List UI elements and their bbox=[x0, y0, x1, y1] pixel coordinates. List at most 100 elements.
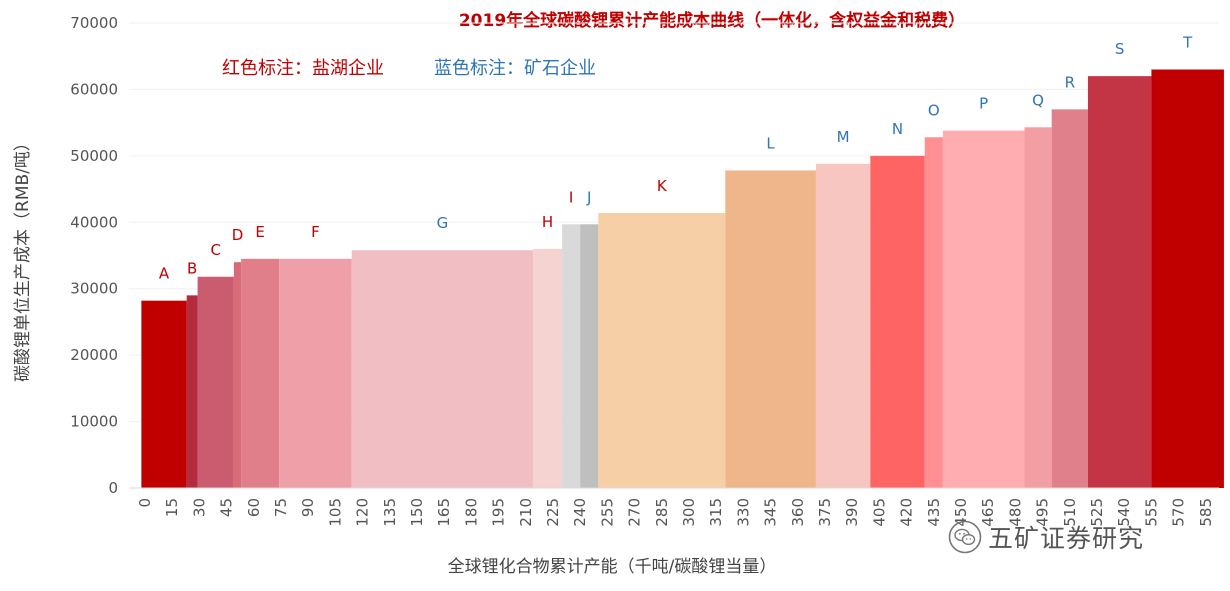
x-tick-label: 435 bbox=[925, 498, 943, 527]
x-tick-label: 360 bbox=[789, 498, 807, 527]
y-tick-label: 10000 bbox=[70, 413, 118, 431]
y-tick-label: 30000 bbox=[70, 280, 118, 298]
x-axis-ticks: 0 15 30 45 60 75 90 105 120 135 150 165 180 195 210 225… bbox=[136, 498, 1215, 527]
bar-A bbox=[141, 300, 187, 488]
bar-J bbox=[580, 224, 599, 488]
x-tick-label: 375 bbox=[816, 498, 834, 527]
bar-I bbox=[562, 224, 581, 488]
bar-O bbox=[924, 137, 943, 488]
bar-label-P: P bbox=[979, 95, 988, 113]
bar-G bbox=[351, 250, 534, 488]
x-tick-label: 15 bbox=[163, 498, 181, 517]
bar-label-T: T bbox=[1182, 34, 1193, 52]
x-tick-label: 240 bbox=[571, 498, 589, 527]
x-tick-label: 480 bbox=[1006, 498, 1024, 527]
bar-label-Q: Q bbox=[1032, 91, 1044, 109]
legend-ore: 蓝色标注：矿石企业 bbox=[434, 58, 596, 79]
watermark: 五矿证券研究 bbox=[948, 520, 1144, 554]
x-tick-label: 420 bbox=[898, 498, 916, 527]
bar-L bbox=[725, 170, 816, 488]
bar-labels: A BCD E F G HI J K L M N O P Q R S T bbox=[159, 34, 1193, 283]
bar-B bbox=[186, 295, 198, 488]
x-tick-label: 540 bbox=[1115, 498, 1133, 527]
bar-label-C: C bbox=[210, 241, 220, 259]
bar-M bbox=[815, 163, 871, 489]
x-tick-label: 285 bbox=[653, 498, 671, 527]
bar-Q bbox=[1024, 127, 1052, 489]
bar-label-H: H bbox=[542, 213, 553, 231]
bar-label-B: B bbox=[187, 259, 197, 277]
wechat-icon bbox=[948, 520, 982, 554]
bar-R bbox=[1051, 109, 1088, 488]
x-tick-label: 315 bbox=[707, 498, 725, 527]
x-tick-label: 135 bbox=[381, 498, 399, 527]
x-tick-label: 510 bbox=[1061, 498, 1079, 527]
x-tick-label: 180 bbox=[462, 498, 480, 527]
bar-label-E: E bbox=[255, 223, 264, 241]
x-tick-label: 330 bbox=[734, 498, 752, 527]
x-tick-label: 345 bbox=[762, 498, 780, 527]
bar-label-A: A bbox=[159, 265, 170, 283]
x-tick-label: 300 bbox=[680, 498, 698, 527]
bar-label-M: M bbox=[837, 128, 850, 146]
bar-label-F: F bbox=[311, 223, 320, 241]
x-axis-label: 全球锂化合物累计产能（千吨/碳酸锂当量） bbox=[448, 557, 777, 577]
bar-N bbox=[870, 155, 925, 488]
x-tick-label: 570 bbox=[1170, 498, 1188, 527]
y-tick-label: 70000 bbox=[70, 14, 118, 32]
bar-T bbox=[1151, 69, 1224, 488]
bar-label-O: O bbox=[928, 101, 940, 119]
x-tick-label: 390 bbox=[843, 498, 861, 527]
bar-label-G: G bbox=[437, 214, 449, 232]
x-tick-label: 90 bbox=[299, 498, 317, 517]
y-axis-label: 碳酸锂单位生产成本（RMB/吨） bbox=[13, 134, 33, 382]
watermark-text: 五矿证券研究 bbox=[988, 524, 1145, 553]
y-tick-label: 20000 bbox=[70, 346, 118, 364]
x-tick-label: 450 bbox=[952, 498, 970, 527]
x-tick-label: 195 bbox=[490, 498, 508, 527]
x-tick-label: 525 bbox=[1088, 498, 1106, 527]
y-tick-label: 40000 bbox=[70, 213, 118, 231]
x-tick-label: 465 bbox=[979, 498, 997, 527]
bar-label-K: K bbox=[657, 177, 668, 195]
bar-label-I: I bbox=[569, 188, 573, 206]
bar-label-R: R bbox=[1065, 73, 1075, 91]
x-tick-label: 30 bbox=[190, 498, 208, 517]
bar-label-N: N bbox=[892, 120, 903, 138]
x-tick-label: 120 bbox=[354, 498, 372, 527]
y-tick-label: 50000 bbox=[70, 147, 118, 165]
x-tick-label: 585 bbox=[1197, 498, 1215, 527]
x-tick-label: 150 bbox=[408, 498, 426, 527]
legend-salt-lake: 红色标注：盐湖企业 bbox=[222, 58, 384, 79]
x-tick-label: 75 bbox=[272, 498, 290, 517]
bar-P bbox=[942, 130, 1025, 488]
bar-K bbox=[598, 212, 726, 488]
x-tick-label: 225 bbox=[544, 498, 562, 527]
y-tick-label: 0 bbox=[108, 479, 118, 497]
bars bbox=[141, 69, 1224, 489]
x-tick-label: 555 bbox=[1142, 498, 1160, 527]
bar-S bbox=[1087, 76, 1152, 489]
bar-D bbox=[233, 262, 242, 488]
x-tick-label: 165 bbox=[435, 498, 453, 527]
y-tick-label: 60000 bbox=[70, 80, 118, 98]
bar-E bbox=[241, 258, 280, 488]
x-tick-label: 210 bbox=[517, 498, 535, 527]
bar-label-L: L bbox=[766, 134, 775, 152]
bar-label-J: J bbox=[586, 188, 591, 206]
x-tick-label: 270 bbox=[626, 498, 644, 527]
x-tick-label: 405 bbox=[870, 498, 888, 527]
bar-H bbox=[533, 248, 563, 488]
chart-title: 2019年全球碳酸锂累计产能成本曲线（一体化，含权益金和税费） bbox=[459, 10, 965, 31]
x-tick-label: 45 bbox=[218, 498, 236, 517]
bar-label-S: S bbox=[1115, 40, 1125, 58]
bar-label-D: D bbox=[232, 226, 244, 244]
x-tick-label: 255 bbox=[598, 498, 616, 527]
x-tick-label: 60 bbox=[245, 498, 263, 517]
x-tick-label: 495 bbox=[1034, 498, 1052, 527]
bar-F bbox=[279, 258, 352, 488]
y-axis-ticks: 0 10000 20000 30000 40000 50000 60000 70000 bbox=[70, 14, 118, 497]
x-tick-label: 105 bbox=[326, 498, 344, 527]
x-tick-label: 0 bbox=[136, 498, 154, 508]
bar-C bbox=[197, 276, 234, 488]
